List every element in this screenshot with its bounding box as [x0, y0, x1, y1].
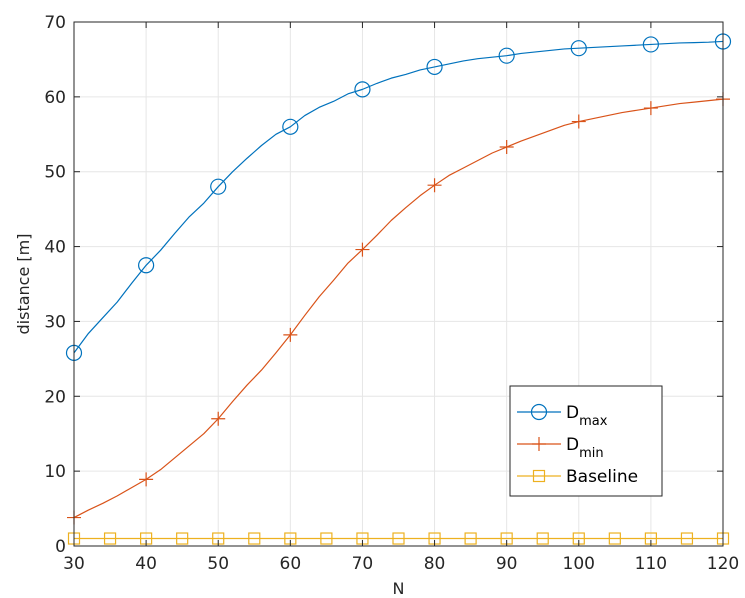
x-axis-label: N [393, 579, 405, 598]
data-point-d-min [499, 140, 514, 155]
data-point-baseline [248, 532, 261, 545]
x-tick-label: 30 [63, 554, 85, 574]
legend-marker [532, 469, 546, 483]
data-point-d-max [498, 47, 515, 64]
y-tick-label: 0 [55, 537, 66, 557]
x-tick-label: 100 [563, 554, 595, 574]
x-tick-label: 110 [635, 554, 667, 574]
legend-label-main: D [566, 435, 579, 455]
data-point-d-max [642, 36, 659, 53]
data-point-d-max [210, 178, 227, 195]
x-tick-label: 120 [707, 554, 739, 574]
data-point-baseline [176, 532, 189, 545]
x-tick-label: 80 [424, 554, 446, 574]
data-point-d-min [571, 114, 586, 129]
data-point-baseline [392, 532, 405, 545]
data-point-baseline [320, 532, 333, 545]
y-tick-label: 70 [44, 13, 66, 33]
legend-label: Dmax [566, 403, 608, 429]
series-line-d-max [73, 40, 724, 354]
legend-label: Dmin [566, 435, 604, 461]
data-point-d-max [282, 118, 299, 135]
y-tick-label: 10 [44, 462, 66, 482]
legend-item-d-max: Dmax [517, 403, 608, 429]
y-tick-label: 60 [44, 88, 66, 108]
series-line-d-min [73, 98, 724, 519]
data-point-d-min [283, 327, 298, 342]
series-baseline [67, 532, 730, 545]
x-tick-label: 90 [496, 554, 518, 574]
legend-box [509, 385, 663, 497]
data-point-d-max [570, 40, 587, 57]
data-point-d-min [643, 101, 658, 116]
data-point-baseline [536, 532, 549, 545]
data-point-d-max [426, 58, 443, 76]
legend-marker [532, 437, 546, 451]
series-layer [65, 33, 732, 545]
y-axis-label: distance [m] [14, 234, 33, 335]
legend-marker [530, 403, 548, 421]
legend-item-d-min: Dmin [517, 435, 604, 461]
axis-ticks: 30 40 50 60 70 80 90 100 110 120 0 10 20 30 40 50 60 70 [44, 13, 739, 574]
series-d-min [67, 92, 730, 525]
data-point-d-min [427, 178, 442, 193]
data-point-d-min [139, 472, 154, 487]
data-point-d-max [354, 81, 371, 98]
data-point-baseline [464, 532, 477, 545]
plot-frame [73, 21, 724, 547]
legend-label: Baseline [566, 467, 638, 487]
legend-label-main: D [566, 403, 579, 423]
legend-label-subscript: max [579, 414, 608, 429]
data-point-d-max [138, 257, 155, 274]
y-tick-label: 30 [44, 312, 66, 332]
legend-label-subscript: min [579, 446, 604, 461]
legend-label-main: Baseline [566, 467, 638, 487]
data-point-baseline [608, 532, 621, 545]
data-point-d-min [355, 242, 370, 257]
x-tick-label: 60 [280, 554, 302, 574]
y-tick-label: 20 [44, 387, 66, 407]
data-point-d-min [211, 411, 226, 426]
data-point-baseline [680, 532, 694, 545]
legend-item-baseline: Baseline [517, 467, 638, 487]
x-tick-label: 40 [135, 554, 157, 574]
x-tick-label: 50 [207, 554, 229, 574]
y-tick-label: 50 [44, 163, 66, 183]
data-point-baseline [103, 532, 117, 545]
x-tick-label: 70 [352, 554, 374, 574]
series-d-max [65, 33, 732, 361]
y-tick-label: 40 [44, 238, 66, 258]
